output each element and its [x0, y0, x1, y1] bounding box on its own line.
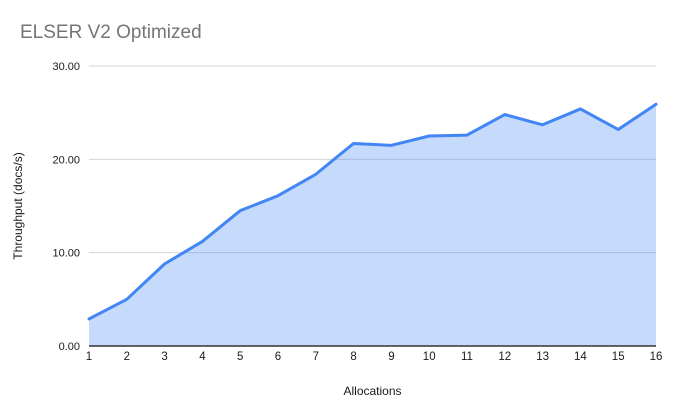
x-tick-label: 10: [423, 351, 436, 363]
x-tick-label: 7: [313, 351, 319, 363]
area-series-fill: [89, 104, 656, 347]
y-axis-title: Throughput (docs/s): [11, 152, 25, 259]
y-tick-label: 10.00: [52, 248, 80, 260]
x-tick-label: 2: [124, 351, 130, 363]
y-tick-label: 0.00: [59, 341, 80, 353]
y-tick-label: 30.00: [52, 61, 80, 73]
x-axis-tick-labels: 1 2 3 4 5 6 7 8 9 10 11 12 13 14 15 16: [86, 351, 663, 363]
x-axis-title: Allocations: [343, 384, 401, 398]
x-tick-label: 11: [461, 351, 473, 363]
x-tick-label: 12: [498, 351, 511, 363]
x-tick-label: 3: [161, 351, 167, 363]
x-tick-label: 5: [237, 351, 243, 363]
chart-title: ELSER V2 Optimized: [20, 22, 202, 43]
x-tick-label: 9: [388, 351, 394, 363]
x-tick-label: 15: [612, 351, 625, 363]
x-tick-label: 6: [275, 351, 281, 363]
x-tick-label: 1: [86, 351, 92, 363]
x-tick-label: 13: [536, 351, 549, 363]
x-tick-label: 4: [199, 351, 206, 363]
x-tick-label: 8: [350, 351, 356, 363]
y-axis-tick-labels: 0.00 10.00 20.00 30.00: [52, 61, 80, 353]
x-tick-label: 14: [574, 351, 587, 363]
line-series: [87, 102, 658, 321]
x-tick-label: 16: [650, 351, 663, 363]
y-tick-label: 20.00: [52, 154, 80, 166]
